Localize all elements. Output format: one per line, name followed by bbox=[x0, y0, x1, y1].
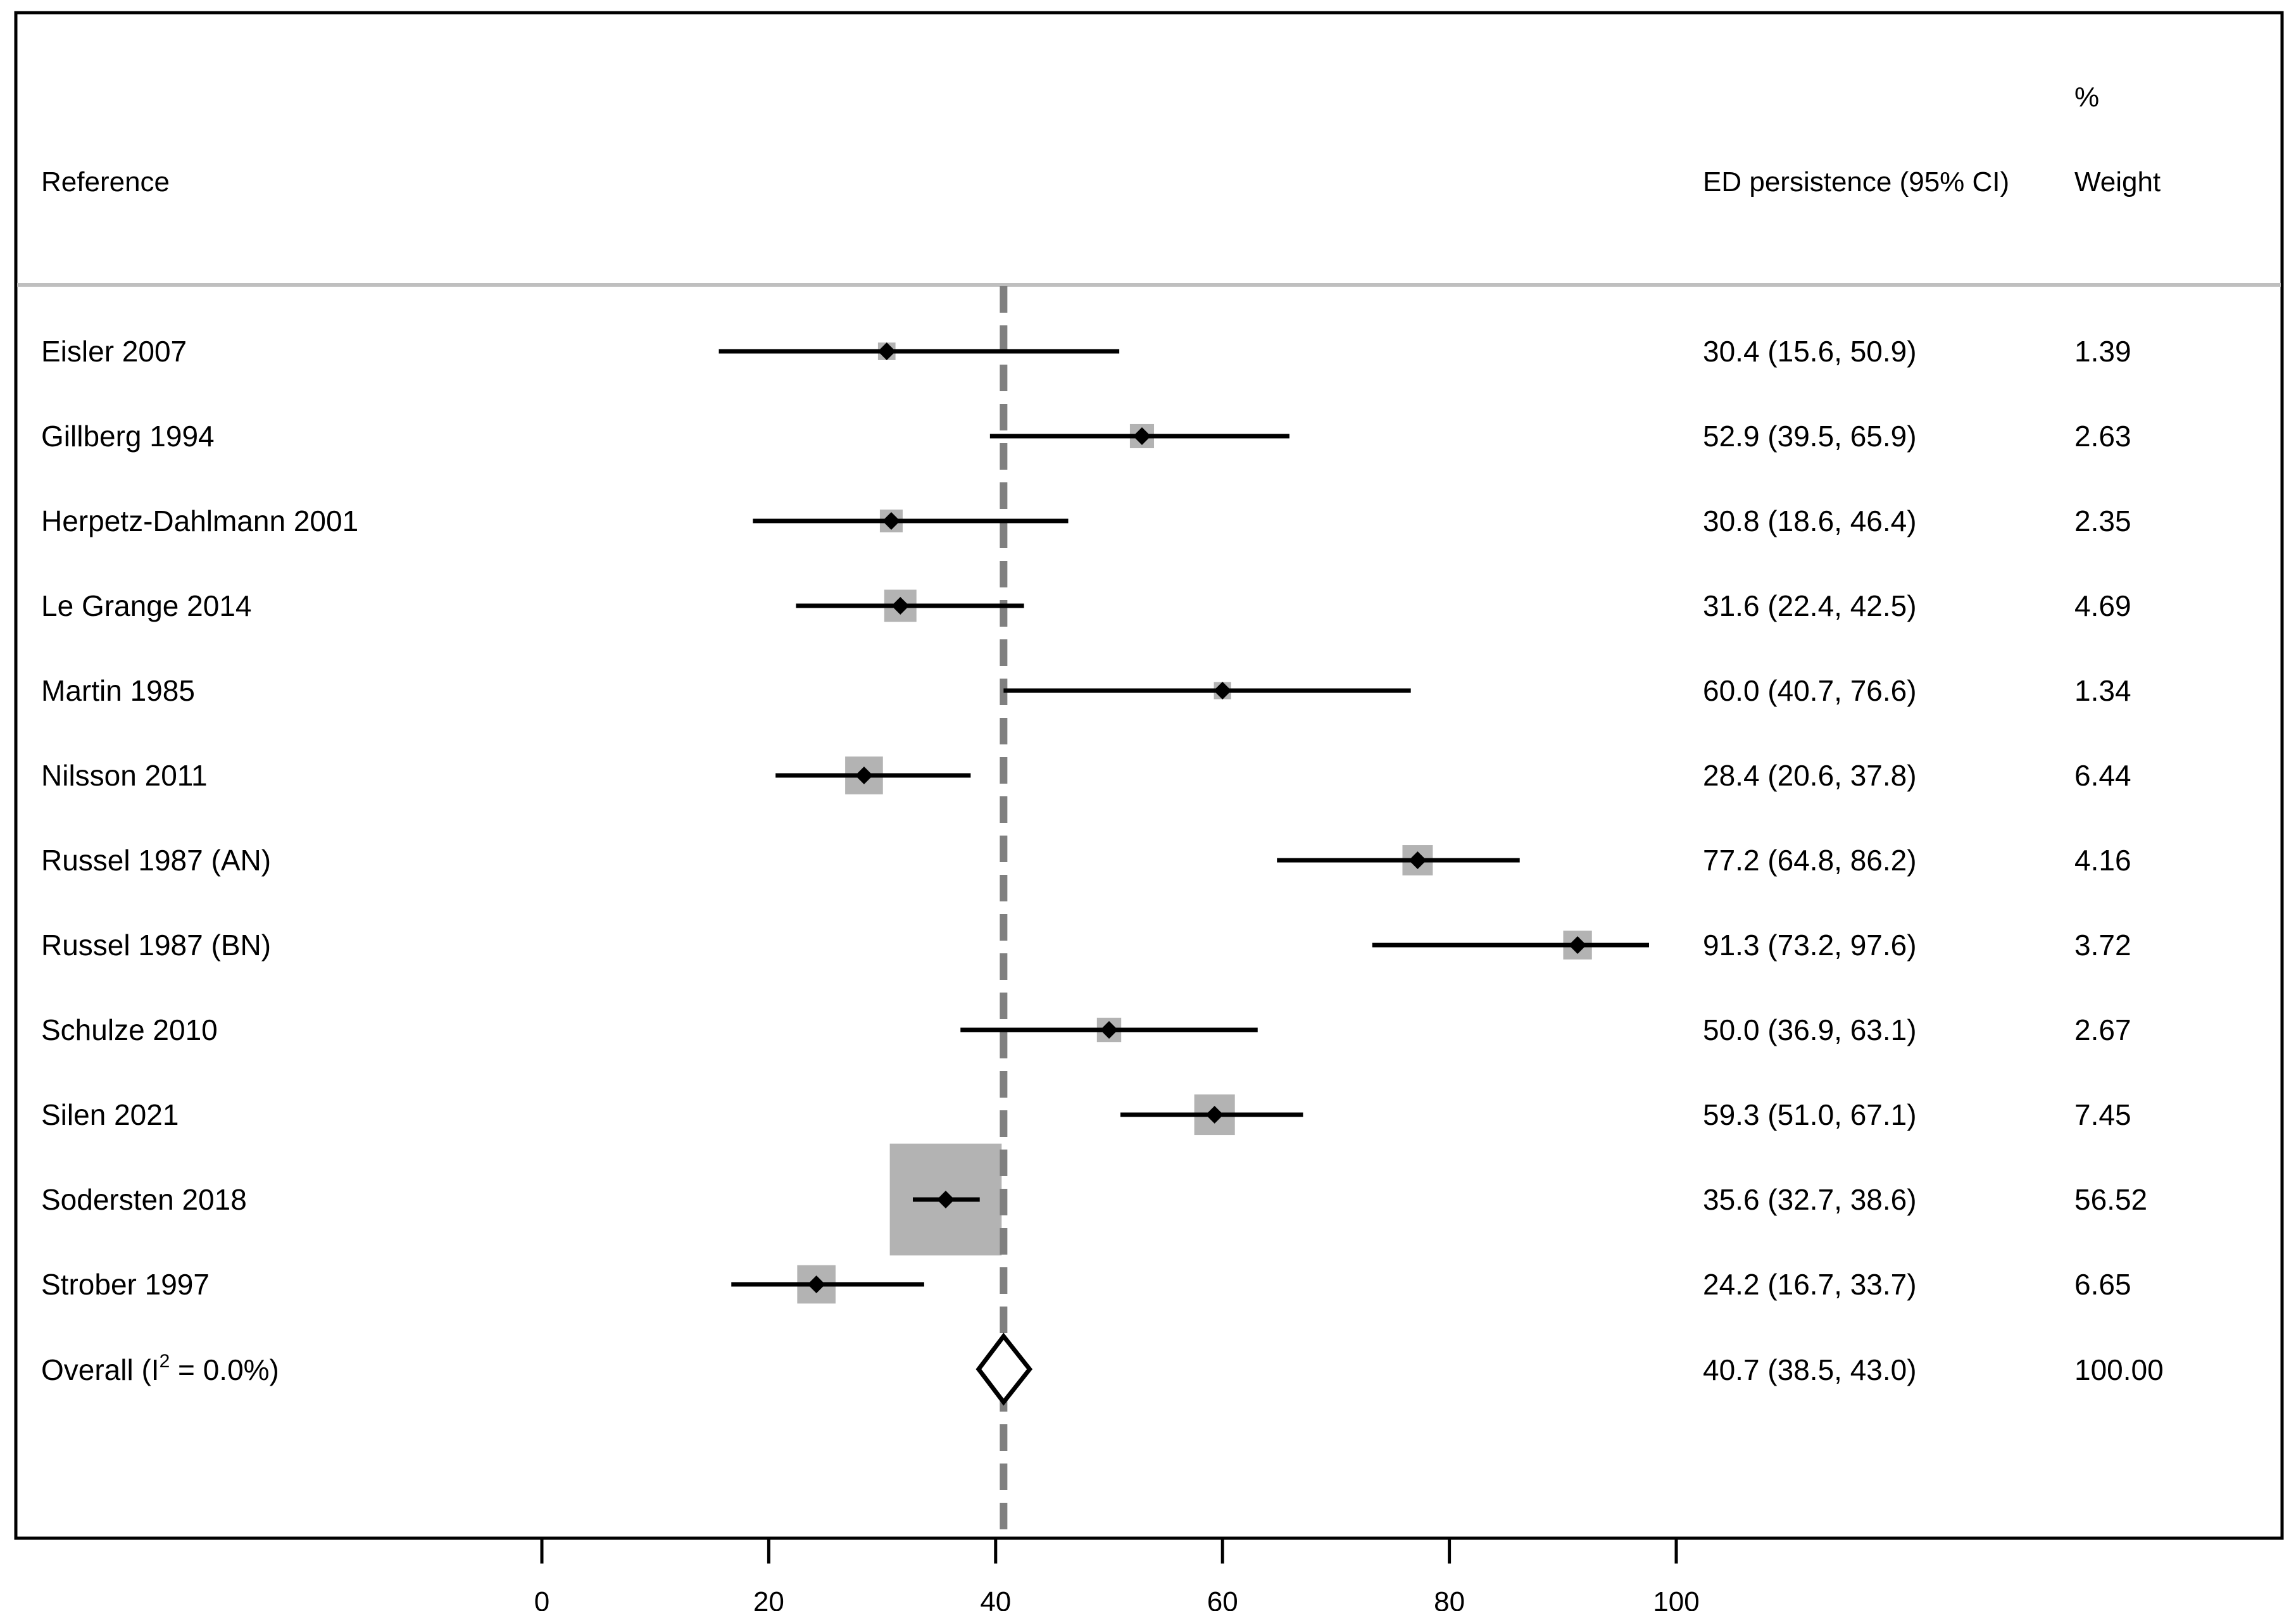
study-label: Herpetz-Dahlmann 2001 bbox=[41, 505, 358, 537]
point-estimate bbox=[877, 342, 896, 360]
study-ci-text: 91.3 (73.2, 97.6) bbox=[1703, 929, 1917, 962]
header-effect: ED persistence (95% CI) bbox=[1703, 166, 2009, 197]
weight-boxes-layer bbox=[797, 342, 1592, 1304]
study-label: Gillberg 1994 bbox=[41, 420, 215, 453]
study-weight-text: 3.72 bbox=[2074, 929, 2131, 962]
point-estimate bbox=[936, 1191, 955, 1208]
point-estimate bbox=[1132, 427, 1151, 445]
study-weight-text: 4.69 bbox=[2074, 589, 2131, 622]
x-tick-label: 100 bbox=[1653, 1586, 1699, 1611]
point-estimate bbox=[1205, 1106, 1224, 1124]
header-weight: Weight bbox=[2074, 166, 2161, 197]
study-ci-text: 31.6 (22.4, 42.5) bbox=[1703, 589, 1917, 622]
study-weight-text: 6.65 bbox=[2074, 1268, 2131, 1301]
x-axis: 0 20 40 60 80 100 bbox=[534, 1538, 1700, 1611]
study-ci-text: 52.9 (39.5, 65.9) bbox=[1703, 420, 1917, 453]
study-label: Le Grange 2014 bbox=[41, 589, 252, 622]
x-tick-label: 0 bbox=[534, 1586, 549, 1611]
study-weight-text: 56.52 bbox=[2074, 1183, 2147, 1216]
study-weight-text: 2.67 bbox=[2074, 1013, 2131, 1046]
overall-label-suffix: = 0.0%) bbox=[170, 1353, 279, 1386]
study-label: Martin 1985 bbox=[41, 674, 195, 707]
study-labels-layer: Eisler 2007 30.4 (15.6, 50.9) 1.39 Gillberg… bbox=[41, 335, 2147, 1301]
point-estimate bbox=[807, 1276, 825, 1293]
point-estimate bbox=[855, 767, 873, 784]
overall-ci-text: 40.7 (38.5, 43.0) bbox=[1703, 1353, 1917, 1386]
study-ci-text: 50.0 (36.9, 63.1) bbox=[1703, 1013, 1917, 1046]
point-estimate bbox=[1100, 1021, 1118, 1039]
study-label: Eisler 2007 bbox=[41, 335, 187, 368]
overall-weight-text: 100.00 bbox=[2074, 1353, 2164, 1386]
study-ci-text: 30.8 (18.6, 46.4) bbox=[1703, 505, 1917, 537]
study-label: Russel 1987 (BN) bbox=[41, 929, 271, 962]
study-ci-text: 24.2 (16.7, 33.7) bbox=[1703, 1268, 1917, 1301]
x-tick-label: 20 bbox=[753, 1586, 784, 1611]
study-weight-text: 2.63 bbox=[2074, 420, 2131, 453]
x-tick-label: 60 bbox=[1207, 1586, 1238, 1611]
header-reference: Reference bbox=[41, 166, 170, 197]
point-estimate bbox=[882, 512, 900, 530]
study-label: Strober 1997 bbox=[41, 1268, 210, 1301]
study-label: Russel 1987 (AN) bbox=[41, 844, 271, 877]
overall-label-prefix: Overall (I bbox=[41, 1353, 160, 1386]
x-tick-label: 80 bbox=[1434, 1586, 1465, 1611]
study-weight-text: 1.34 bbox=[2074, 674, 2131, 707]
point-estimate bbox=[1214, 682, 1232, 699]
study-label: Silen 2021 bbox=[41, 1098, 179, 1131]
study-label: Schulze 2010 bbox=[41, 1013, 218, 1046]
study-weight-text: 7.45 bbox=[2074, 1098, 2131, 1131]
point-estimate bbox=[1408, 851, 1427, 869]
header-weight-percent: % bbox=[2074, 82, 2099, 113]
study-ci-text: 35.6 (32.7, 38.6) bbox=[1703, 1183, 1917, 1216]
study-weight-text: 4.16 bbox=[2074, 844, 2131, 877]
point-estimate bbox=[1569, 936, 1587, 954]
study-ci-text: 60.0 (40.7, 76.6) bbox=[1703, 674, 1917, 707]
study-ci-text: 30.4 (15.6, 50.9) bbox=[1703, 335, 1917, 368]
study-ci-text: 28.4 (20.6, 37.8) bbox=[1703, 759, 1917, 792]
overall-diamond bbox=[975, 1332, 1033, 1406]
point-estimate bbox=[891, 597, 910, 615]
study-marks-layer bbox=[718, 342, 1649, 1293]
study-label: Nilsson 2011 bbox=[41, 759, 208, 792]
overall-label-sup: 2 bbox=[160, 1351, 170, 1372]
study-ci-text: 59.3 (51.0, 67.1) bbox=[1703, 1098, 1917, 1131]
x-tick-label: 40 bbox=[980, 1586, 1011, 1611]
study-weight-text: 1.39 bbox=[2074, 335, 2131, 368]
study-label: Sodersten 2018 bbox=[41, 1183, 247, 1216]
study-weight-text: 2.35 bbox=[2074, 505, 2131, 537]
study-ci-text: 77.2 (64.8, 86.2) bbox=[1703, 844, 1917, 877]
study-weight-text: 6.44 bbox=[2074, 759, 2131, 792]
overall-label: Overall (I2 = 0.0%) bbox=[41, 1351, 279, 1386]
plot-frame bbox=[14, 11, 2284, 1540]
